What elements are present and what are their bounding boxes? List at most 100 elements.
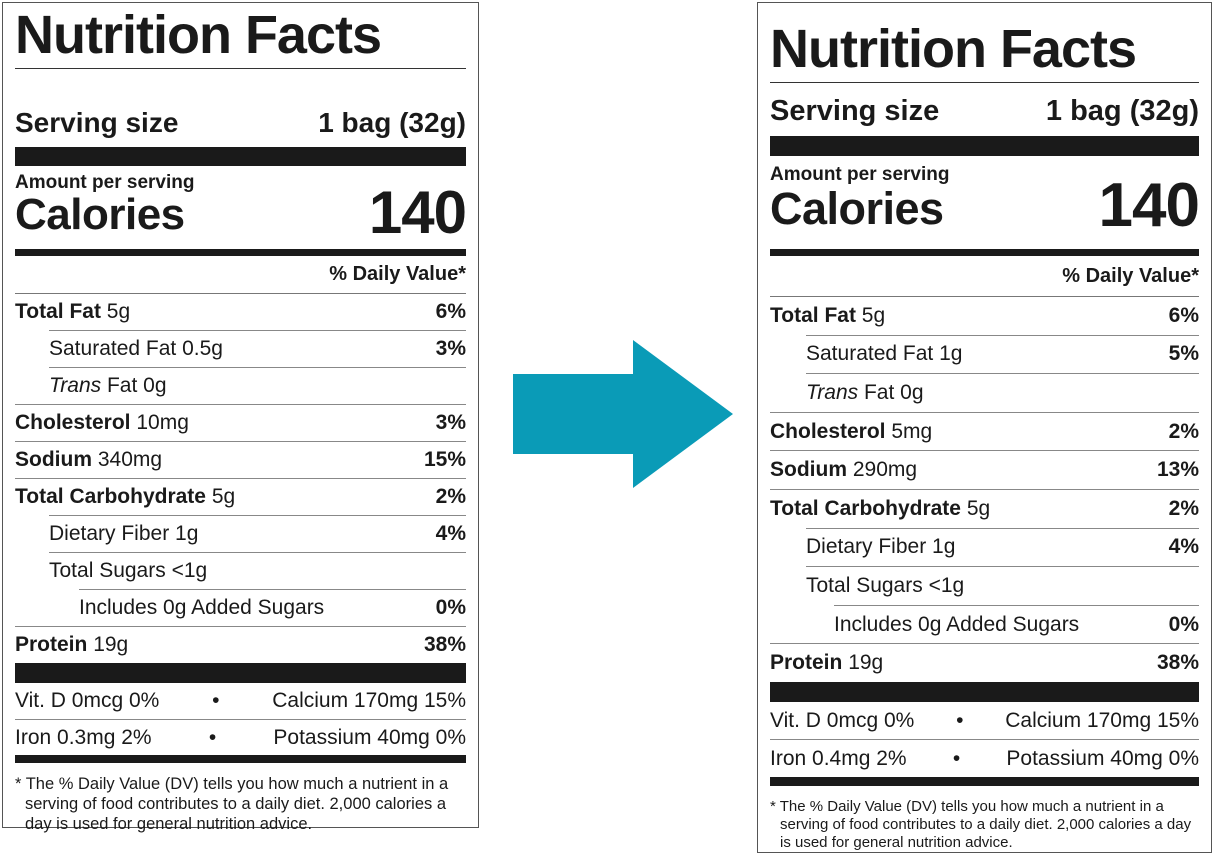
calories-section: Amount per serving Calories 140 — [770, 156, 1200, 249]
nutrient-name: Total Sugars — [49, 559, 166, 582]
nutrient-name: Total Carbohydrate — [15, 485, 206, 508]
nutrient-amount: 10mg — [136, 411, 189, 434]
nutrient-daily-value: 2% — [435, 485, 466, 508]
vitamin-row: Iron 0.3mg 2% • Potassium 40mg 0% — [15, 719, 466, 755]
nutrient-amount: 5mg — [891, 419, 933, 443]
nutrient-name: Protein — [15, 633, 88, 656]
nutrient-amount: 340mg — [97, 448, 163, 471]
nutrient-name: Includes 0g Added Sugars — [79, 596, 325, 619]
thick-divider — [770, 681, 1199, 702]
nutrient-row: Total Sugars <1g — [49, 552, 466, 589]
nutrient-daily-value: 3% — [435, 337, 466, 360]
title-text: Nutrition Facts — [770, 19, 1137, 79]
vitamin-left: Iron 0.4mg 2% — [770, 746, 907, 770]
nutrient-name: Cholesterol — [770, 419, 886, 443]
nutrient-name: Total Fat — [770, 303, 856, 327]
amount-per-serving: Amount per serving — [770, 164, 950, 185]
daily-value-header: % Daily Value* — [15, 256, 466, 294]
nutrient-row: Sodium 340mg 15% — [15, 441, 466, 478]
nutrient-daily-value: 5% — [1168, 342, 1199, 366]
vitamin-left: Vit. D 0mcg 0% — [770, 708, 915, 732]
vitamin-row: Vit. D 0mcg 0% • Calcium 170mg 15% — [770, 702, 1199, 740]
nutrient-daily-value: 15% — [423, 448, 466, 471]
nutrient-row: Dietary Fiber 1g 4% — [806, 527, 1199, 567]
right-arrow-icon — [513, 340, 733, 488]
nutrition-label-after: Nutrition Facts Serving size 1 bag (32g) Am… — [757, 2, 1212, 853]
thick-divider — [15, 663, 466, 683]
nutrient-name-group: Saturated Fat 1g — [806, 342, 962, 366]
medium-divider — [770, 249, 1199, 256]
nutrient-name-italic: Trans — [806, 380, 859, 404]
nutrient-name: Sodium — [770, 458, 847, 482]
footnote: * The % Daily Value (DV) tells you how m… — [770, 797, 1192, 851]
nutrient-name-group: Dietary Fiber 1g — [806, 535, 955, 559]
nutrient-name: Cholesterol — [15, 411, 131, 434]
nutrient-amount: 1g — [939, 342, 963, 366]
nutrient-amount: 1g — [932, 535, 956, 559]
nutrient-row: Protein 19g 38% — [15, 626, 466, 663]
serving-size-row: Serving size 1 bag (32g) — [15, 69, 466, 147]
nutrient-name-group: Sodium 290mg — [770, 458, 917, 482]
nutrient-daily-value: 4% — [1168, 535, 1199, 559]
nutrient-amount: 5g — [211, 485, 236, 508]
nutrient-name-group: Cholesterol 10mg — [15, 411, 189, 435]
nutrient-daily-value: 2% — [1168, 419, 1199, 443]
bullet-separator: • — [212, 689, 220, 712]
nutrient-row: Protein 19g 38% — [770, 643, 1199, 682]
nutrient-amount: <1g — [928, 573, 965, 597]
nutrient-daily-value: 38% — [1156, 651, 1199, 675]
nutrient-amount: 5g — [966, 496, 991, 520]
nutrient-name-group: Dietary Fiber 1g — [49, 522, 198, 546]
vitamin-left: Iron 0.3mg 2% — [15, 725, 152, 749]
bullet-separator: • — [208, 725, 217, 749]
serving-size-row: Serving size 1 bag (32g) — [770, 83, 1199, 136]
nutrient-name-group: Total Sugars <1g — [806, 574, 964, 598]
nutrient-row: Cholesterol 10mg 3% — [15, 404, 466, 441]
nutrient-row: Total Carbohydrate 5g 2% — [770, 488, 1199, 528]
nutrient-row: Total Sugars <1g — [806, 566, 1199, 605]
nutrient-amount: 290mg — [852, 458, 918, 482]
nutrient-name: Saturated Fat — [806, 342, 934, 366]
nutrient-name-group: Protein 19g — [15, 633, 128, 657]
nutrient-row: Trans Fat 0g — [49, 367, 466, 404]
calories-section: Amount per serving Calories 140 — [15, 166, 467, 249]
nutrient-name-group: Total Fat 5g — [15, 300, 130, 324]
nutrient-amount: 0g — [143, 374, 167, 397]
nutrient-name: Fat — [106, 374, 138, 397]
nutrient-row: Dietary Fiber 1g 4% — [49, 515, 466, 552]
nutrient-row: Includes 0g Added Sugars 0% — [834, 604, 1199, 644]
nutrient-daily-value: 38% — [423, 633, 466, 656]
nutrient-name: Saturated Fat — [49, 337, 177, 360]
nutrient-list: Total Fat 5g 6% Saturated Fat 1g 5% Trans Fa… — [770, 297, 1199, 682]
nutrient-amount: 19g — [93, 633, 129, 656]
medium-divider — [15, 249, 466, 256]
nutrient-row: Includes 0g Added Sugars 0% — [79, 589, 466, 626]
nutrient-row: Saturated Fat 1g 5% — [806, 334, 1199, 374]
vitamin-right: Calcium 170mg 15% — [272, 689, 466, 712]
daily-value-header: % Daily Value* — [770, 256, 1199, 297]
serving-size-value: 1 bag (32g) — [318, 107, 466, 138]
nutrient-name-group: Sodium 340mg — [15, 448, 162, 472]
nutrient-name-group: Protein 19g — [770, 651, 883, 675]
vitamin-row: Vit. D 0mcg 0% • Calcium 170mg 15% — [15, 683, 466, 719]
vitamin-left: Vit. D 0mcg 0% — [15, 689, 160, 712]
serving-size-value: 1 bag (32g) — [1045, 95, 1199, 127]
nutrient-list: Total Fat 5g 6% Saturated Fat 0.5g 3% Trans … — [15, 294, 466, 663]
medium-divider — [770, 776, 1199, 786]
arrow-shape — [513, 340, 733, 488]
medium-divider — [15, 755, 466, 763]
footnote: * The % Daily Value (DV) tells you how m… — [15, 775, 449, 833]
calories-value: 140 — [1098, 171, 1200, 240]
nutrition-label-before: Nutrition Facts Serving size 1 bag (32g) Am… — [2, 2, 479, 833]
nutrient-row: Total Fat 5g 6% — [770, 297, 1199, 335]
nutrient-name: Dietary Fiber — [806, 535, 927, 559]
nutrient-daily-value: 0% — [1168, 612, 1199, 636]
nutrient-row: Sodium 290mg 13% — [770, 450, 1199, 489]
nutrient-name-group: Trans Fat 0g — [806, 381, 924, 405]
nutrient-name-group: Total Carbohydrate 5g — [770, 497, 990, 521]
calories-label: Calories — [770, 183, 944, 234]
vitamin-right: Calcium 170mg 15% — [1005, 708, 1199, 732]
nutrient-amount: 0g — [900, 380, 924, 404]
vitamin-row: Iron 0.4mg 2% • Potassium 40mg 0% — [770, 739, 1199, 777]
title-text: Nutrition Facts — [15, 5, 382, 65]
